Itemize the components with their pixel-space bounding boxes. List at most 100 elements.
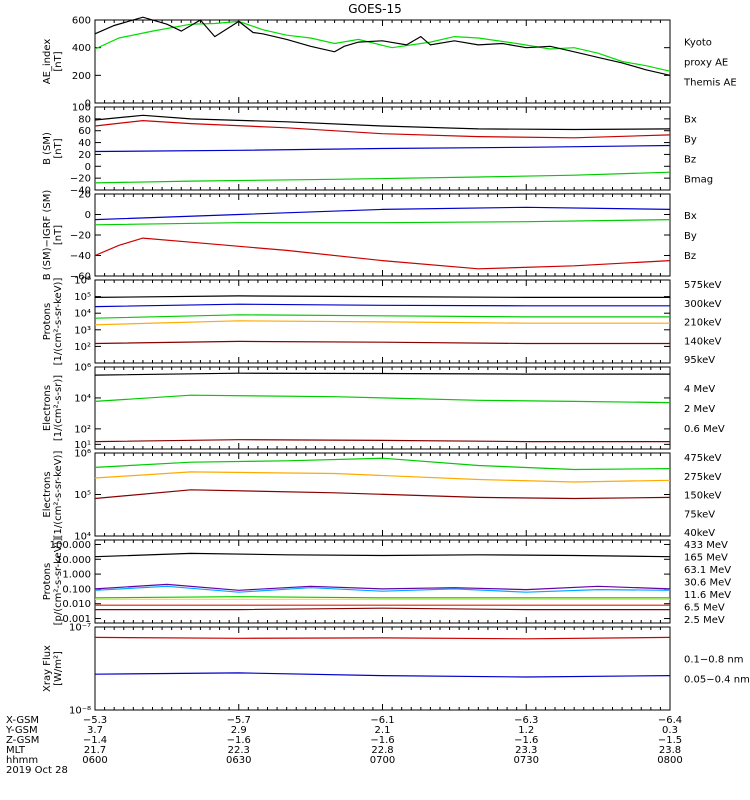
legend-label: 275keV — [684, 472, 722, 483]
legend-label: Bz — [684, 155, 696, 166]
y-tick-label: −40 — [70, 186, 91, 197]
y-axis-label: B (SM)[nT] — [42, 132, 64, 165]
legend-label: 11.6 MeV — [684, 590, 731, 601]
x-row-label: hhmm — [6, 755, 38, 766]
legend-label: 0.1−0.8 nm — [684, 655, 743, 666]
y-tick-label: 100 — [72, 103, 91, 114]
x-tick-value: 0800 — [657, 755, 682, 766]
panel-5: 10¹ 10² 10⁴ 10⁶ Electrons[1/(cm²-s-sr)] 4 MeV… — [42, 363, 725, 451]
x-tick-value: −5.3 — [83, 715, 107, 726]
y-tick-label: −20 — [70, 174, 91, 185]
panel-frame — [94, 366, 671, 450]
y-tick-label: 200 — [72, 71, 91, 82]
legend-label: 63.1 MeV — [684, 565, 731, 576]
legend-label: 433 MeV — [684, 540, 728, 551]
x-tick-value: 22.8 — [371, 745, 393, 756]
y-tick-label: 40 — [78, 138, 91, 149]
y-tick-label: 0 — [85, 162, 91, 173]
x-tick-value: 21.7 — [84, 745, 106, 756]
x-row-label: Z-GSM — [6, 735, 39, 746]
y-tick-label: 10⁶ — [74, 449, 91, 460]
panel-frame — [94, 539, 671, 624]
x-tick-value: −1.6 — [514, 735, 538, 746]
plot-title: GOES-15 — [348, 2, 402, 16]
legend-label: 4 MeV — [684, 384, 715, 395]
y-tick-label: 10.000 — [56, 555, 91, 566]
legend-label: 2.5 MeV — [684, 615, 725, 626]
x-tick-value: −1.6 — [227, 735, 251, 746]
panel-frame — [94, 19, 671, 104]
panel-4: 10² 10³ 10⁴ 10⁵ 10⁶ Protons[1/(cm²-s-sr-keV)]… — [42, 276, 722, 367]
y-axis-label: Protons[p/(cm²-s-sr-keV)] — [42, 538, 64, 626]
legend-label: 300keV — [684, 299, 722, 310]
x-row-label: MLT — [6, 745, 26, 756]
date-label: 2019 Oct 28 — [6, 765, 68, 776]
series-line — [94, 314, 670, 319]
legend-label: 6.5 MeV — [684, 603, 725, 614]
legend-label: Themis AE — [683, 78, 737, 89]
series-line — [94, 672, 671, 678]
series-line — [94, 16, 671, 76]
series-line — [94, 295, 670, 298]
x-tick-value: −6.1 — [370, 715, 394, 726]
y-tick-label: 600 — [72, 16, 91, 27]
x-tick-value: 1.2 — [518, 725, 534, 736]
series-line — [94, 340, 670, 345]
y-tick-label: 10¹ — [74, 440, 91, 451]
legend-label: 40keV — [684, 528, 715, 539]
series-line — [94, 457, 671, 471]
series-line — [94, 372, 670, 376]
y-tick-label: 1.000 — [62, 570, 91, 581]
legend-label: 150keV — [684, 491, 722, 502]
series-line — [94, 144, 671, 153]
x-row-label: X-GSM — [6, 715, 39, 726]
series-line — [94, 119, 671, 139]
series-line — [94, 552, 671, 558]
series-line — [94, 596, 670, 599]
x-tick-value: −1.4 — [83, 735, 107, 746]
series-line — [94, 237, 671, 270]
y-tick-label: 0.010 — [62, 599, 91, 610]
x-tick-value: −5.7 — [227, 715, 251, 726]
y-tick-label: 10⁻⁸ — [69, 706, 91, 717]
x-tick-value: 2.1 — [375, 725, 391, 736]
series-line — [94, 206, 671, 221]
y-tick-label: 0 — [85, 210, 91, 221]
x-tick-value: 3.7 — [87, 725, 103, 736]
legend-label: 95keV — [684, 355, 715, 366]
x-tick-value: −1.6 — [370, 735, 394, 746]
legend-label: Bx — [684, 115, 697, 126]
legend-label: Bmag — [684, 175, 713, 186]
legend-label: By — [684, 135, 697, 146]
series-line — [94, 320, 670, 326]
legend-label: 0.05−0.4 nm — [684, 675, 750, 686]
panel-1: 0 200 400 600 AE_index[nT] Kyoto proxy AE Themi… — [42, 16, 737, 110]
legend-label: 575keV — [684, 280, 722, 291]
x-tick-value: 0.3 — [662, 725, 678, 736]
x-tick-value: 0700 — [370, 755, 395, 766]
legend-label: 2 MeV — [684, 404, 715, 415]
legend-label: Kyoto — [684, 38, 712, 49]
x-tick-value: 22.3 — [228, 745, 250, 756]
x-tick-value: −6.4 — [658, 715, 682, 726]
x-tick-value: 0600 — [82, 755, 107, 766]
y-tick-label: 20 — [78, 150, 91, 161]
y-tick-label: 10⁻⁷ — [69, 623, 91, 634]
series-line — [94, 636, 671, 640]
y-tick-label: 10² — [74, 424, 91, 435]
y-tick-label: 100.000 — [50, 540, 91, 551]
y-tick-label: −20 — [70, 231, 91, 242]
legend-label: 475keV — [684, 453, 722, 464]
x-tick-value: 0730 — [514, 755, 539, 766]
y-tick-label: 20 — [78, 190, 91, 201]
legend-label: 210keV — [684, 318, 722, 329]
y-tick-label: 10⁶ — [74, 363, 91, 374]
y-tick-label: 0.100 — [62, 584, 91, 595]
y-tick-label: 10³ — [74, 325, 91, 336]
x-tick-value: 0630 — [226, 755, 251, 766]
x-tick-value: 23.3 — [515, 745, 537, 756]
series-line — [94, 471, 671, 483]
y-tick-label: 10⁴ — [74, 309, 91, 320]
